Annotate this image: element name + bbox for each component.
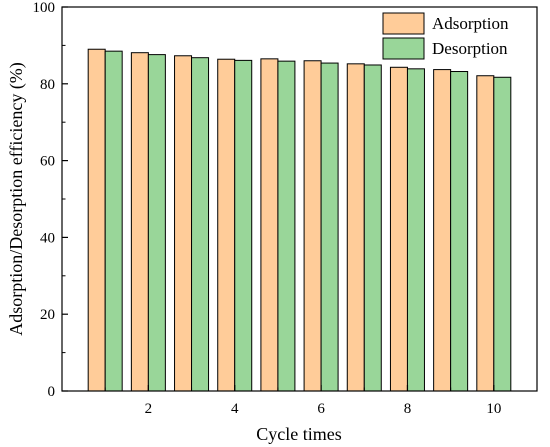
- y-tick-label-0: 0: [48, 384, 56, 400]
- y-axis-label: Adsorption/Desorption efficiency (%): [6, 62, 27, 336]
- legend-label-desorption: Desorption: [432, 39, 508, 58]
- bar-adsorption-6: [303, 60, 322, 392]
- bar-adsorption-5: [260, 58, 279, 392]
- bar-desorption-8: [406, 68, 425, 392]
- bar-desorption-4: [234, 59, 253, 392]
- bar-adsorption-2: [130, 52, 149, 392]
- bar-adsorption-7: [346, 63, 365, 392]
- bar-desorption-10: [493, 76, 512, 392]
- legend: Adsorption Desorption: [382, 12, 509, 60]
- x-tick-label-8: 8: [404, 401, 412, 417]
- ticks-layer: 0 20 40 60 80 100 2 4 6 8 10: [33, 0, 502, 417]
- legend-swatch-adsorption: [382, 12, 425, 35]
- x-tick-label-6: 6: [317, 401, 325, 417]
- bar-adsorption-4: [217, 58, 236, 392]
- y-tick-label-60: 60: [40, 154, 55, 170]
- bar-adsorption-9: [433, 69, 452, 392]
- bar-desorption-3: [191, 57, 210, 392]
- y-tick-label-40: 40: [40, 230, 55, 246]
- bar-adsorption-8: [389, 66, 408, 392]
- x-tick-label-2: 2: [145, 401, 153, 417]
- bar-desorption-7: [363, 64, 382, 392]
- legend-swatch-desorption: [382, 37, 425, 60]
- bar-desorption-5: [277, 60, 296, 392]
- bar-desorption-1: [104, 50, 123, 392]
- bar-adsorption-10: [476, 75, 495, 392]
- y-tick-label-80: 80: [40, 77, 55, 93]
- bar-desorption-6: [320, 62, 339, 392]
- bars-layer: [87, 48, 512, 392]
- x-axis-label: Cycle times: [256, 424, 341, 444]
- x-tick-label-10: 10: [486, 401, 501, 417]
- bar-adsorption-3: [174, 55, 193, 392]
- y-tick-label-20: 20: [40, 307, 55, 323]
- bar-adsorption-1: [87, 48, 106, 392]
- y-tick-label-100: 100: [33, 0, 56, 16]
- bar-desorption-9: [450, 71, 469, 392]
- bar-desorption-2: [147, 54, 166, 392]
- legend-label-adsorption: Adsorption: [432, 14, 509, 33]
- x-tick-label-4: 4: [231, 401, 239, 417]
